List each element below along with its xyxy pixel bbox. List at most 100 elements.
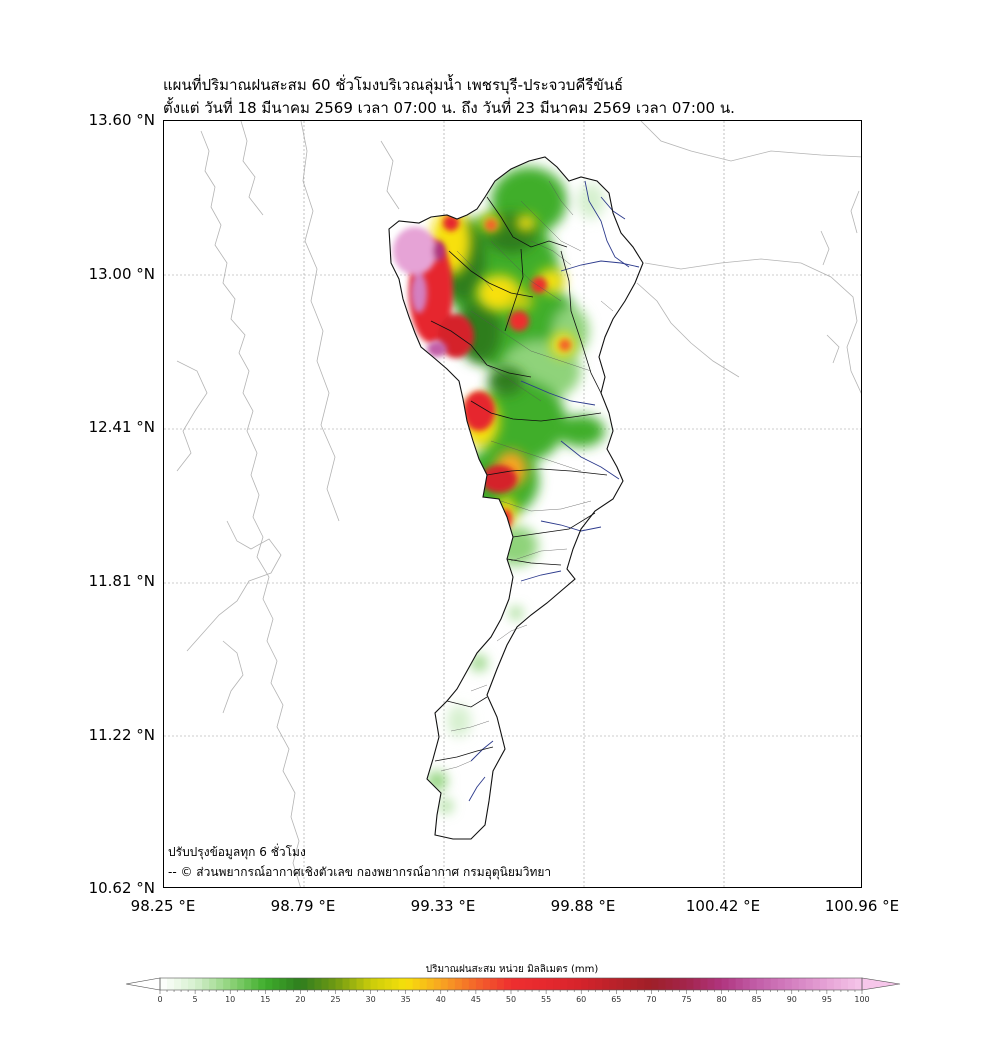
y-axis-label: 13.00 °N	[88, 265, 155, 283]
colorbar-tick-label: 20	[295, 995, 306, 1004]
colorbar-cell	[335, 978, 343, 990]
colorbar-tick-label: 35	[400, 995, 411, 1004]
colorbar-cell	[602, 978, 610, 990]
colorbar-tick-label: 15	[260, 995, 271, 1004]
colorbar-cell	[398, 978, 407, 990]
rainfall-field	[393, 167, 605, 812]
colorbar-cell	[433, 978, 442, 990]
colorbar-cell	[251, 978, 259, 990]
colorbar-cell	[686, 978, 694, 990]
colorbar-cell	[195, 978, 203, 990]
colorbar-cell	[560, 978, 568, 990]
colorbar-cell	[588, 978, 596, 990]
colorbar-tick-label: 55	[541, 995, 552, 1004]
colorbar-title: ปริมาณฝนสะสม หน่วย มิลลิเมตร (mm)	[425, 964, 599, 975]
colorbar-cell	[461, 978, 470, 990]
y-axis-label: 13.60 °N	[88, 111, 155, 129]
colorbar-cell	[174, 978, 182, 990]
x-axis-label: 98.25 °E	[130, 897, 196, 915]
colorbar-cell	[181, 978, 189, 990]
rivers	[468, 180, 640, 802]
colorbar-cell	[356, 978, 364, 990]
colorbar-cell	[272, 978, 280, 990]
map-title-line2: ตั้งแต่ วันที่ 18 มีนาคม 2569 เวลา 07:00…	[163, 99, 735, 117]
colorbar-cell	[847, 978, 856, 990]
colorbar-cell	[321, 978, 329, 990]
colorbar-cell	[258, 978, 266, 990]
y-axis-label: 11.22 °N	[88, 726, 155, 744]
colorbar-cell	[237, 978, 245, 990]
colorbar-tick-label: 90	[786, 995, 797, 1004]
colorbar-cell	[511, 978, 519, 990]
colorbar-cell	[819, 978, 828, 990]
colorbar-tick-label: 50	[505, 995, 517, 1004]
colorbar-cell	[784, 978, 793, 990]
colorbar-tick-label: 25	[330, 995, 341, 1004]
sub-basin-boundaries	[430, 196, 608, 762]
colorbar-cell	[777, 978, 786, 990]
colorbar-cell	[525, 978, 533, 990]
map-panel[interactable]	[163, 120, 862, 888]
colorbar-cell	[405, 978, 414, 990]
colorbar-cell	[637, 978, 645, 990]
colorbar-cell	[693, 978, 701, 990]
colorbar-tick-label: 95	[821, 995, 832, 1004]
y-axis-label: 12.41 °N	[88, 418, 155, 436]
colorbar-cell	[812, 978, 821, 990]
colorbar-cell	[244, 978, 252, 990]
basin-outline	[388, 156, 644, 840]
colorbar-cell	[651, 978, 659, 990]
colorbar-cell	[370, 978, 379, 990]
colorbar-tick-label: 0	[157, 995, 163, 1004]
colorbar-cell	[482, 978, 491, 990]
colorbar-cell	[426, 978, 435, 990]
colorbar-cell	[742, 978, 751, 990]
colorbar-tick-label: 80	[716, 995, 727, 1004]
colorbar-cell	[546, 978, 554, 990]
colorbar-cell	[532, 978, 540, 990]
colorbar-cell	[553, 978, 561, 990]
colorbar-cell	[349, 978, 357, 990]
x-axis-label: 98.79 °E	[270, 897, 336, 915]
colorbar-cell	[539, 978, 547, 990]
colorbar-cell	[475, 978, 484, 990]
colorbar-cell	[223, 978, 231, 990]
colorbar-cell	[160, 978, 168, 990]
colorbar-cell	[567, 978, 575, 990]
colorbar-cell	[419, 978, 428, 990]
colorbar-cell	[658, 978, 666, 990]
colorbar-cell	[749, 978, 758, 990]
colorbar-tick-label: 70	[646, 995, 657, 1004]
colorbar-cell	[412, 978, 421, 990]
colorbar-cell	[630, 978, 638, 990]
colorbar-cell	[714, 978, 722, 990]
colorbar-cell	[616, 978, 624, 990]
colorbar-cell	[384, 978, 393, 990]
colorbar-cell	[489, 978, 498, 990]
x-axis-label: 99.33 °E	[410, 897, 476, 915]
colorbar-cell	[230, 978, 238, 990]
colorbar-cell	[167, 978, 175, 990]
colorbar-cell	[826, 978, 835, 990]
colorbar-cell	[391, 978, 400, 990]
colorbar-cell	[377, 978, 386, 990]
colorbar-cell	[665, 978, 673, 990]
colorbar-cell	[574, 978, 582, 990]
colorbar-cell	[833, 978, 842, 990]
colorbar-cell	[202, 978, 210, 990]
colorbar-cell	[265, 978, 273, 990]
colorbar-cell	[609, 978, 617, 990]
colorbar-cell	[707, 978, 715, 990]
colorbar-cell	[623, 978, 631, 990]
colorbar-cell	[314, 978, 322, 990]
colorbar-tick-label: 75	[681, 995, 692, 1004]
colorbar-cell	[447, 978, 456, 990]
colorbar-cell	[328, 978, 336, 990]
colorbar-cell	[496, 978, 505, 990]
colorbar-tick-label: 85	[751, 995, 762, 1004]
x-axis-label: 100.42 °E	[685, 897, 761, 915]
colorbar-cell	[672, 978, 680, 990]
colorbar-cell	[728, 978, 737, 990]
colorbar-cell	[188, 978, 196, 990]
colorbar-cell	[363, 978, 371, 990]
